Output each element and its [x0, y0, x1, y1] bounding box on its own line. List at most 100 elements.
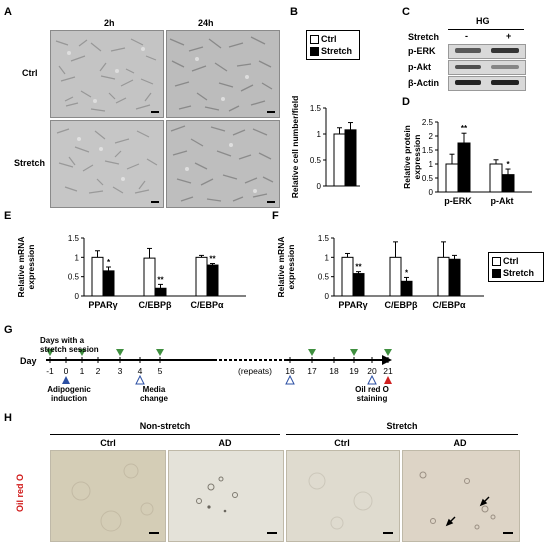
day-number: 16: [285, 366, 295, 376]
oil-red-o-image-stretch-ad: [402, 450, 520, 542]
micrograph-stretch-2h: [50, 120, 164, 208]
legend-stretch-label: Stretch: [503, 268, 535, 278]
h-sub-ad-1: AD: [218, 438, 232, 448]
bar-ctrl: [341, 256, 354, 297]
panel-a-col-2h: 2h: [104, 18, 115, 28]
bar-stretch: [154, 287, 167, 297]
y-tick-label: 1: [317, 130, 322, 139]
bar-stretch: [457, 142, 471, 193]
x-category-label: PPARγ: [338, 300, 367, 310]
panel-c-header: HG: [476, 16, 490, 26]
y-axis-label: expression: [286, 245, 296, 290]
y-tick-label: 0: [75, 292, 80, 301]
bar-ctrl: [489, 163, 503, 193]
panel-a-row-ctrl: Ctrl: [22, 68, 38, 78]
panel-c-stretch-label: Stretch: [408, 32, 440, 42]
g-adipogenic-label: Adipogenic induction: [47, 385, 91, 403]
h-sub-ctrl-1: Ctrl: [100, 438, 116, 448]
day-number: 19: [349, 366, 359, 376]
bar-ctrl: [195, 256, 208, 297]
panel-b-letter: B: [290, 6, 298, 18]
stretch-session-marker: [116, 349, 124, 356]
y-tick-label: 0.5: [318, 273, 330, 282]
y-tick-label: 1.5: [68, 234, 80, 243]
day-number: 17: [307, 366, 317, 376]
adipogenic-marker: [62, 376, 70, 384]
y-tick-label: 0: [429, 188, 434, 197]
band: [491, 65, 519, 69]
day-number: 2: [96, 366, 101, 376]
panel-c-band-label-perk: p-ERK: [408, 46, 436, 56]
blot-pakt: [448, 60, 526, 75]
significance-star: **: [157, 275, 164, 284]
h-sub-ctrl-2: Ctrl: [334, 438, 350, 448]
stretch-session-marker: [78, 349, 86, 356]
day-number: 1: [80, 366, 85, 376]
legend-stretch: Stretch: [492, 267, 540, 279]
scale-bar: [503, 532, 513, 534]
bar-ctrl: [437, 256, 450, 297]
h-group-nonstretch-line: [50, 434, 280, 435]
panel-e-letter: E: [4, 210, 12, 222]
y-tick-label: 1: [75, 253, 80, 262]
bar-stretch: [400, 280, 413, 297]
bar-ctrl: [333, 133, 346, 187]
y-tick-label: 2: [429, 132, 434, 141]
bar-stretch: [501, 174, 515, 193]
x-category-label: C/EBPβ: [139, 300, 173, 310]
y-tick-label: 0.5: [310, 156, 322, 165]
significance-star: *: [506, 160, 510, 169]
panel-d-letter: D: [402, 96, 410, 108]
y-tick-label: 0.5: [68, 273, 80, 282]
panel-a-row-stretch: Stretch: [14, 158, 46, 168]
significance-star: *: [405, 268, 409, 277]
x-category-label: C/EBPα: [190, 300, 224, 310]
oil-red-o-image-nonstretch-ctrl: [50, 450, 166, 542]
h-group-stretch-line: [286, 434, 518, 435]
micrograph-stretch-24h: [166, 120, 280, 208]
y-tick-label: 0: [317, 182, 322, 191]
stretch-session-marker: [350, 349, 358, 356]
bar-stretch: [352, 273, 365, 297]
oil-red-o-marker: [384, 376, 392, 384]
h-group-stretch: Stretch: [386, 421, 418, 431]
micrograph-ctrl-24h: [166, 30, 280, 118]
band: [455, 65, 481, 69]
bar-stretch: [102, 270, 115, 297]
h-group-nonstretch: Non-stretch: [139, 421, 191, 431]
scale-bar: [151, 201, 159, 203]
scale-bar: [149, 532, 159, 534]
scale-bar: [267, 532, 277, 534]
panel-c-header-line: [448, 29, 524, 30]
y-axis-label: expression: [412, 135, 422, 180]
panel-c-plus: +: [506, 31, 512, 41]
y-axis-label: Relative protein: [404, 125, 412, 189]
band: [455, 80, 481, 85]
day-number: 18: [329, 366, 339, 376]
legend-ctrl: Ctrl: [310, 33, 356, 45]
panel-g-letter: G: [4, 324, 13, 336]
repeats-label: (repeats): [238, 366, 272, 376]
blot-actin: [448, 76, 526, 91]
legend-swatch-stretch: [492, 269, 501, 279]
legend-stretch-label: Stretch: [321, 46, 353, 56]
day-number: 0: [64, 366, 69, 376]
x-category-label: PPARγ: [88, 300, 117, 310]
y-axis-label: Relative cell number/field: [290, 96, 300, 198]
bar-ctrl: [389, 256, 402, 297]
micrograph-ctrl-2h: [50, 30, 164, 118]
bar-stretch: [206, 264, 219, 297]
bar-ctrl: [143, 257, 156, 297]
g-oil-label: Oil red O staining: [355, 385, 389, 403]
day-number: 20: [367, 366, 377, 376]
y-tick-label: 1.5: [310, 104, 322, 113]
media-change-marker: [367, 374, 377, 385]
day-number: 5: [158, 366, 163, 376]
chart-f: 0 0.5 1 1.5 Relative mRNA expression ** PPARγ * C…: [278, 234, 484, 310]
significance-star: **: [355, 263, 362, 272]
panel-c-band-label-pakt: p-Akt: [408, 62, 431, 72]
panel-c-minus: -: [465, 31, 468, 41]
y-tick-label: 2.5: [422, 118, 434, 127]
stretch-session-marker: [46, 349, 54, 356]
oil-red-o-image-stretch-ctrl: [286, 450, 400, 542]
